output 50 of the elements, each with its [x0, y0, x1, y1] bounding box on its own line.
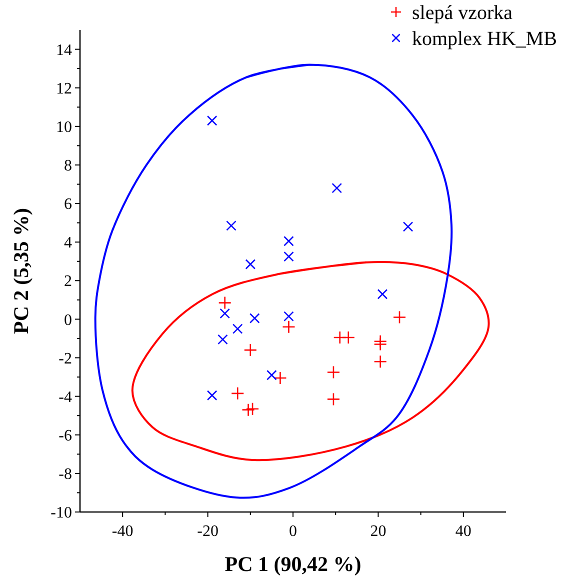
x-axis-title: PC 1 (90,42 %): [224, 552, 362, 576]
x-tick-label: 0: [289, 523, 297, 540]
y-tick-label: 8: [64, 158, 72, 175]
y-tick-label: 4: [64, 234, 72, 252]
y-tick-label: -8: [58, 466, 72, 484]
point: [332, 182, 342, 194]
legend-label: komplex HK_MB: [412, 28, 557, 50]
y-tick-label: -10: [50, 504, 72, 522]
point: [342, 330, 356, 344]
point: [250, 313, 260, 324]
point: [326, 392, 340, 406]
y-tick-label: 12: [56, 80, 72, 98]
y-tick-label: 14: [56, 42, 72, 59]
point: [402, 222, 414, 232]
point: [282, 320, 296, 334]
x-tick-label: -20: [197, 523, 218, 540]
point: [218, 296, 232, 310]
point: [392, 310, 406, 324]
point: [374, 338, 387, 351]
y-tick-label: 0: [64, 312, 72, 329]
point: [230, 386, 244, 400]
point: [266, 370, 277, 380]
point: [284, 236, 294, 246]
point: [274, 371, 287, 385]
point: [220, 308, 230, 319]
x-tick-label: 20: [370, 523, 386, 540]
point: [244, 343, 258, 357]
y-tick-label: -4: [58, 388, 72, 406]
point: [242, 403, 255, 416]
x-tick-label: 40: [455, 523, 472, 540]
y-axis-title: PC 2 (5,35 %): [9, 208, 33, 334]
point: [246, 402, 260, 416]
point: [245, 259, 256, 270]
x-tick-label: -40: [112, 523, 134, 540]
y-tick-label: 6: [64, 196, 72, 214]
point: [326, 366, 340, 379]
y-tick-label: 2: [64, 273, 72, 290]
point: [284, 251, 294, 262]
point: [374, 354, 387, 368]
point: [284, 311, 294, 322]
y-tick-label: 10: [56, 119, 72, 136]
point: [218, 334, 228, 345]
point: [232, 324, 243, 334]
point: [206, 390, 218, 401]
point: [206, 115, 218, 126]
y-tick-label: -6: [58, 427, 72, 444]
legend-label: slepá vzorka: [412, 2, 513, 24]
point: [226, 220, 236, 231]
y-tick-label: -2: [58, 350, 72, 368]
point: [377, 288, 388, 300]
